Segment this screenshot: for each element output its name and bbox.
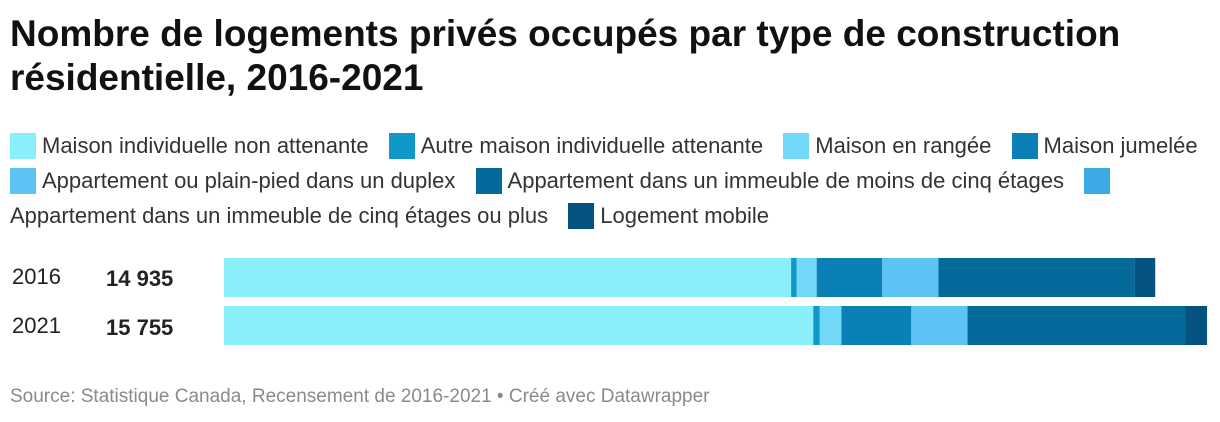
legend-swatch bbox=[10, 168, 36, 194]
legend-swatch bbox=[475, 168, 502, 194]
legend-item: Logement mobile bbox=[568, 203, 770, 229]
bar-segment bbox=[938, 258, 1135, 297]
legend-item: Appartement dans un immeuble de cinq éta… bbox=[10, 168, 1116, 228]
legend-item: Autre maison individuelle attenante bbox=[388, 133, 764, 159]
legend-swatch bbox=[1011, 133, 1038, 159]
source-note: Source: Statistique Canada, Recensement … bbox=[10, 386, 710, 407]
legend-item: Maison jumelée bbox=[1011, 133, 1198, 159]
bar-segment bbox=[967, 306, 1186, 345]
chart-legend: Maison individuelle non attenante Autre … bbox=[10, 128, 1215, 233]
legend-label: Maison en rangée bbox=[815, 133, 992, 158]
bar-segment bbox=[841, 306, 912, 345]
bar-segment bbox=[911, 306, 968, 345]
bar-segment bbox=[816, 258, 883, 297]
row-total-2016: 14 935 bbox=[106, 266, 174, 291]
legend-label: Maison jumelée bbox=[1043, 133, 1198, 158]
row-total-2021: 15 755 bbox=[106, 315, 174, 340]
legend-label: Appartement ou plain-pied dans un duplex bbox=[42, 168, 456, 193]
legend-swatch bbox=[10, 133, 36, 159]
bar-segment bbox=[791, 258, 797, 297]
legend-label: Maison individuelle non attenante bbox=[42, 133, 369, 158]
bar-segment bbox=[882, 258, 939, 297]
legend-swatch bbox=[783, 133, 810, 159]
legend-item: Maison en rangée bbox=[783, 133, 992, 159]
bar-segment bbox=[224, 306, 814, 345]
legend-item: Appartement ou plain-pied dans un duplex bbox=[10, 168, 456, 194]
row-label-2021: 2021 bbox=[12, 313, 61, 338]
legend-label: Autre maison individuelle attenante bbox=[420, 133, 764, 158]
bar-segment bbox=[819, 306, 842, 345]
legend-label: Logement mobile bbox=[600, 203, 770, 228]
legend-swatch bbox=[1084, 168, 1111, 194]
bar-segment bbox=[1134, 258, 1156, 297]
legend-label: Appartement dans un immeuble de moins de… bbox=[507, 168, 1064, 193]
row-label-2016: 2016 bbox=[12, 264, 61, 289]
bar-segment bbox=[224, 258, 792, 297]
legend-item: Appartement dans un immeuble de moins de… bbox=[475, 168, 1064, 194]
legend-label: Appartement dans un immeuble de cinq éta… bbox=[10, 203, 549, 228]
legend-item: Maison individuelle non attenante bbox=[10, 133, 369, 159]
bar-segment bbox=[813, 306, 820, 345]
bar-segment bbox=[1185, 306, 1208, 345]
bar-segment bbox=[796, 258, 817, 297]
chart-title: Nombre de logements privés occupés par t… bbox=[10, 13, 1121, 98]
legend-swatch bbox=[388, 133, 415, 159]
legend-swatch bbox=[568, 203, 595, 229]
